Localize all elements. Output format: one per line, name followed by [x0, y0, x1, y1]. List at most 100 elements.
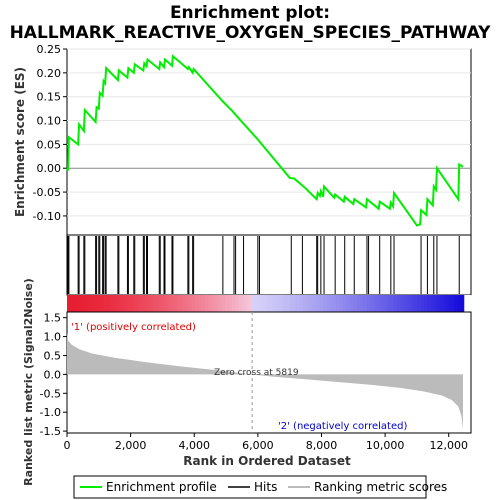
colorbar-segment	[77, 295, 81, 312]
colorbar-segment	[269, 295, 273, 312]
colorbar-segment	[211, 295, 216, 312]
colorbar-segment	[225, 295, 229, 312]
colorbar-segment	[413, 295, 418, 312]
colorbar-segment	[258, 295, 263, 312]
colorbar-segment	[141, 295, 145, 312]
colorbar-segment	[238, 295, 243, 312]
x-tick-label: 2,000	[115, 439, 147, 452]
colorbar-segment	[73, 295, 78, 312]
colorbar-segment	[184, 295, 189, 312]
colorbar-segment	[376, 295, 381, 312]
colorbar-segment	[174, 295, 179, 312]
colorbar-segment	[343, 295, 347, 312]
colorbar-segment	[262, 295, 267, 312]
colorbar-segment	[279, 295, 283, 312]
x-tick-label: 10,000	[366, 439, 405, 452]
colorbar-segment	[208, 295, 213, 312]
enrichment-profile-line	[66, 54, 464, 227]
colorbar-segment	[117, 295, 122, 312]
x-tick-label: 6,000	[242, 439, 274, 452]
colorbar-segment	[282, 295, 287, 312]
colorbar-segment	[178, 295, 182, 312]
colorbar-segment	[198, 295, 203, 312]
rank-ytick-label: 0.0	[44, 368, 62, 381]
colorbar-segment	[410, 295, 415, 312]
ranking-metric-area	[67, 332, 463, 430]
colorbar-segment	[124, 295, 128, 312]
colorbar-segment	[440, 295, 445, 312]
chart-subtitle: HALLMARK_REACTIVE_OXYGEN_SPECIES_PATHWAY	[10, 23, 492, 43]
colorbar-segment	[407, 295, 411, 312]
colorbar-segment	[147, 295, 152, 312]
colorbar-segment	[201, 295, 206, 312]
legend-metric-label: Ranking metric scores	[314, 480, 447, 494]
colorbar-segment	[460, 295, 465, 312]
colorbar-segment	[90, 295, 95, 312]
rank-y-axis-label: Ranked list metric (Signal2Noise)	[22, 278, 35, 486]
x-tick-label: 0	[64, 439, 71, 452]
colorbar-segment	[400, 295, 405, 312]
colorbar-segment	[100, 295, 105, 312]
es-ytick-label: 0.00	[37, 162, 62, 175]
rank-colorbar	[67, 295, 472, 312]
colorbar-segment	[353, 295, 357, 312]
colorbar-segment	[444, 295, 448, 312]
colorbar-segment	[67, 295, 71, 312]
colorbar-segment	[326, 295, 330, 312]
colorbar-segment	[380, 295, 384, 312]
colorbar-segment	[383, 295, 388, 312]
es-panel: -0.10 -0.05 0.00 0.05 0.10 0.15 0.20 0.25 Enric…	[13, 43, 472, 236]
colorbar-segment	[373, 295, 378, 312]
colorbar-segment	[370, 295, 374, 312]
colorbar-segment	[144, 295, 149, 312]
colorbar-segment	[70, 295, 75, 312]
colorbar-segment	[87, 295, 91, 312]
colorbar-segment	[292, 295, 297, 312]
colorbar-segment	[393, 295, 398, 312]
colorbar-segment	[157, 295, 162, 312]
colorbar-segment	[427, 295, 431, 312]
colorbar-segment	[289, 295, 293, 312]
colorbar-segment	[467, 295, 472, 312]
colorbar-segment	[228, 295, 233, 312]
es-ytick-label: 0.15	[37, 91, 62, 104]
legend: Enrichment profile Hits Ranking metric s…	[73, 475, 447, 499]
colorbar-segment	[188, 295, 192, 312]
colorbar-segment	[252, 295, 256, 312]
colorbar-segment	[248, 295, 253, 312]
colorbar-segment	[464, 295, 469, 312]
rank-ytick-label: 1.5	[44, 312, 62, 325]
colorbar-segment	[161, 295, 166, 312]
es-ytick-label: 0.10	[37, 115, 62, 128]
es-ytick-label: -0.05	[33, 186, 61, 199]
colorbar-segment	[164, 295, 169, 312]
colorbar-segment	[168, 295, 172, 312]
colorbar-segment	[275, 295, 280, 312]
colorbar-segment	[457, 295, 462, 312]
hits-panel	[66, 234, 472, 296]
colorbar-segment	[218, 295, 223, 312]
colorbar-segment	[332, 295, 337, 312]
rank-ytick-label: 1.0	[44, 331, 62, 344]
colorbar-segment	[430, 295, 435, 312]
colorbar-segment	[134, 295, 139, 312]
colorbar-segment	[107, 295, 112, 312]
es-y-axis-label: Enrichment score (ES)	[13, 67, 27, 217]
colorbar-segment	[356, 295, 361, 312]
x-axis-label: Rank in Ordered Dataset	[183, 454, 351, 468]
colorbar-segment	[417, 295, 421, 312]
colorbar-segment	[104, 295, 108, 312]
colorbar-segment	[114, 295, 118, 312]
chart-title: Enrichment plot:	[170, 3, 330, 23]
colorbar-segment	[302, 295, 307, 312]
colorbar-segment	[181, 295, 186, 312]
rank-ytick-label: -0.5	[40, 387, 61, 400]
colorbar-segment	[447, 295, 452, 312]
colorbar-segment	[312, 295, 317, 312]
rank-ytick-label: 0.5	[44, 349, 62, 362]
colorbar-segment	[137, 295, 142, 312]
colorbar-segment	[316, 295, 320, 312]
colorbar-segment	[309, 295, 314, 312]
zero-cross-label: Zero cross at 5819	[214, 368, 299, 378]
